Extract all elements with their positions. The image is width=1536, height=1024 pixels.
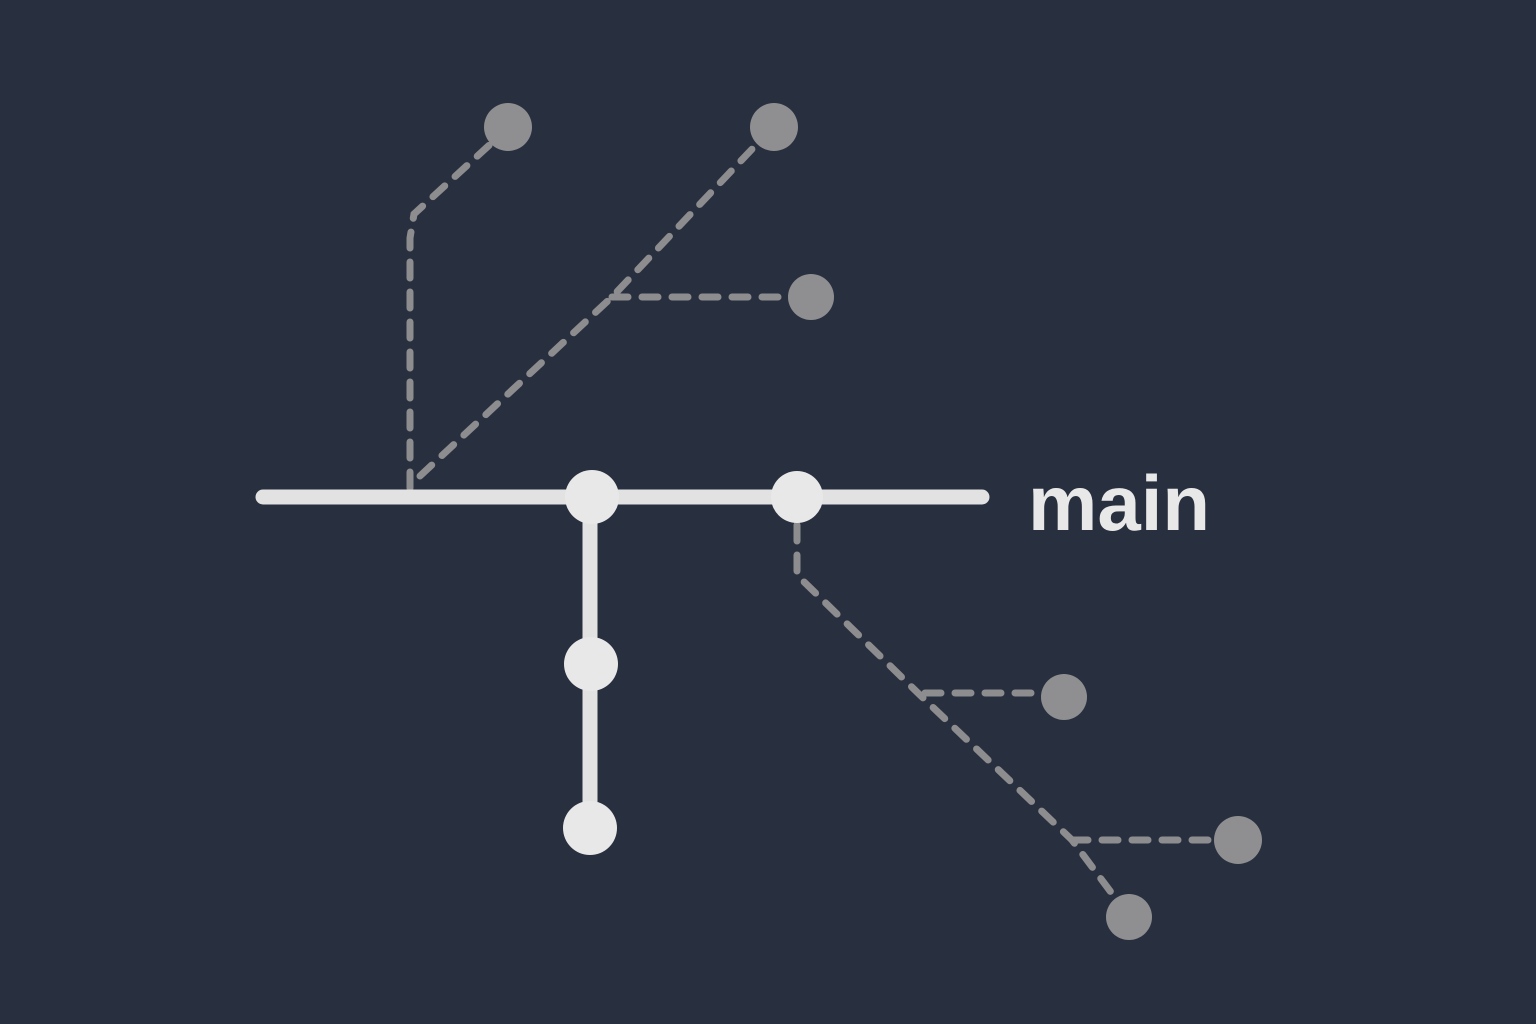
main-commit-node xyxy=(771,471,823,523)
side-commit-node xyxy=(1106,894,1152,940)
main-commit-node xyxy=(565,470,619,524)
side-commit-node xyxy=(788,274,834,320)
side-commit-node xyxy=(1041,674,1087,720)
branch-line-upper-right xyxy=(416,124,776,480)
side-commit-node xyxy=(750,103,798,151)
side-commit-node xyxy=(1214,816,1262,864)
branch-line-lower-main xyxy=(793,521,1132,919)
upper-branch-group xyxy=(406,124,812,492)
lower-branch-group xyxy=(793,521,1240,919)
sub-commit-node xyxy=(563,801,617,855)
branch-line-upper-left xyxy=(406,124,512,492)
main-branch-label: main xyxy=(1028,459,1210,547)
side-commit-node xyxy=(484,103,532,151)
sub-commit-node xyxy=(564,637,618,691)
